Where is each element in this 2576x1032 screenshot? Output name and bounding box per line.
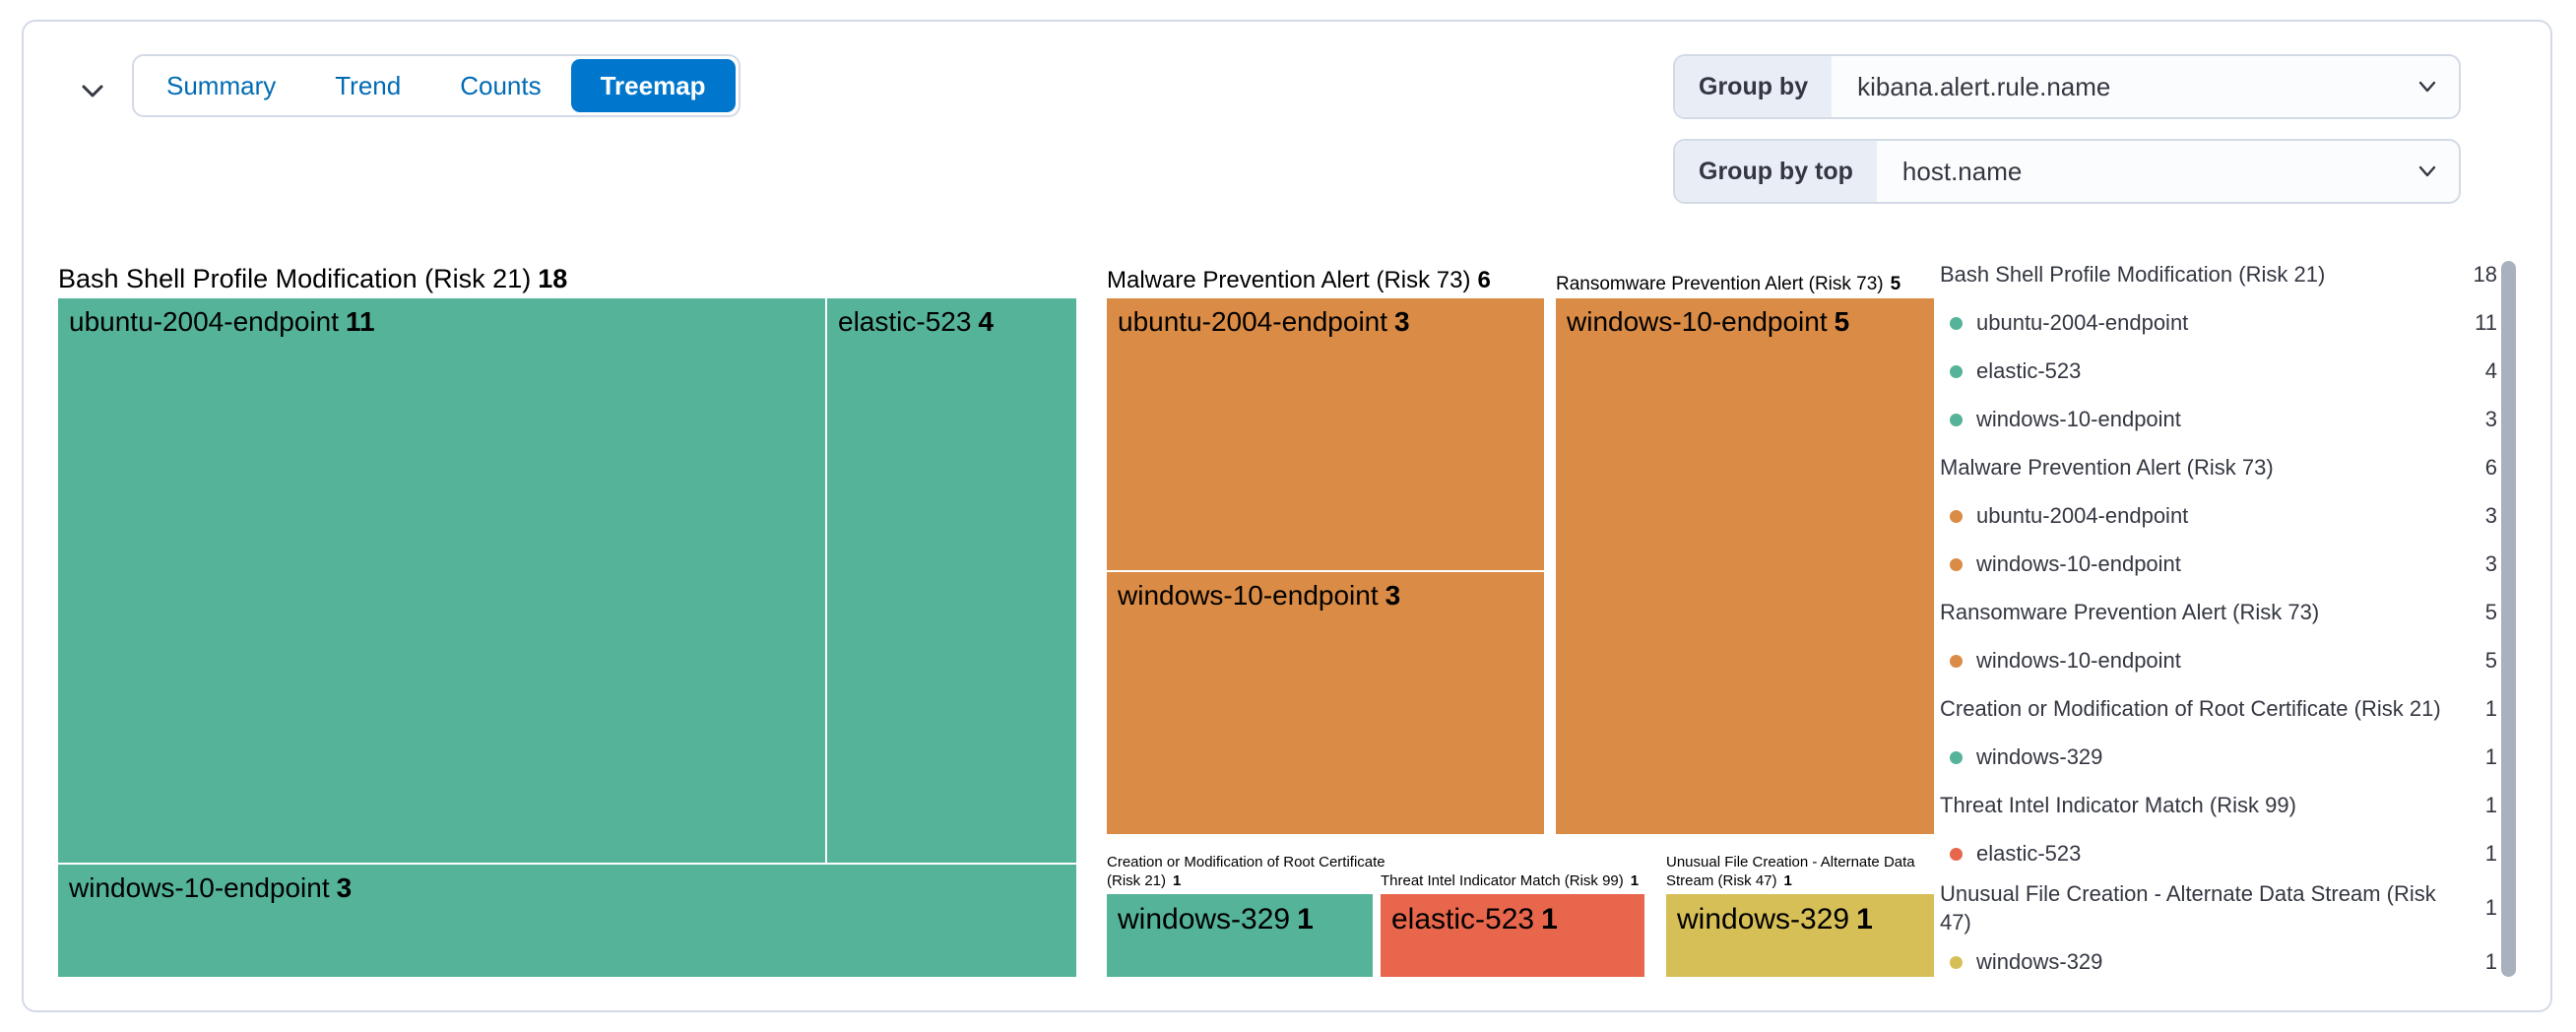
legend-item[interactable]: ubuntu-2004-endpoint 3 bbox=[1940, 492, 2497, 541]
treemap-group-label: Bash Shell Profile Modification (Risk 21… bbox=[58, 264, 568, 294]
legend-item-label: windows-10-endpoint bbox=[1976, 551, 2181, 577]
group-by-select[interactable]: Group by kibana.alert.rule.name bbox=[1673, 54, 2461, 119]
chevron-down-icon bbox=[74, 85, 111, 111]
group-by-top-select[interactable]: Group by top host.name bbox=[1673, 139, 2461, 204]
group-by-top-prepend-label: Group by top bbox=[1675, 141, 1877, 202]
treemap-group-label: Malware Prevention Alert (Risk 73) 6 bbox=[1107, 267, 1491, 294]
legend-item[interactable]: Threat Intel Indicator Match (Risk 99) 1 bbox=[1940, 782, 2497, 830]
legend-bullet-icon bbox=[1950, 751, 1963, 764]
legend-item-label: windows-10-endpoint bbox=[1976, 648, 2181, 674]
group-by-top-value: host.name bbox=[1901, 156, 2023, 186]
alerts-treemap: Bash Shell Profile Modification (Risk 21… bbox=[58, 258, 1934, 987]
legend-item-label: ubuntu-2004-endpoint bbox=[1976, 310, 2189, 336]
legend-bullet-icon bbox=[1950, 317, 1963, 330]
legend-item-label: Bash Shell Profile Modification (Risk 21… bbox=[1940, 262, 2326, 288]
legend-item-value: 1 bbox=[2484, 841, 2497, 867]
legend-item-value: 11 bbox=[2475, 310, 2497, 336]
alerts-panel: Summary Trend Counts Treemap Group by ki… bbox=[22, 20, 2552, 1012]
legend-item-label: windows-10-endpoint bbox=[1976, 407, 2181, 432]
legend-bullet-icon bbox=[1950, 365, 1963, 378]
chevron-down-icon bbox=[2396, 141, 2459, 202]
group-by-value: kibana.alert.rule.name bbox=[1857, 71, 2111, 101]
legend-item-label: Creation or Modification of Root Certifi… bbox=[1940, 696, 2441, 722]
legend-item-label: Ransomware Prevention Alert (Risk 73) bbox=[1940, 600, 2320, 625]
legend-item-value: 1 bbox=[2484, 793, 2497, 818]
legend-item[interactable]: elastic-523 4 bbox=[1940, 348, 2497, 396]
tab-counts[interactable]: Counts bbox=[430, 59, 570, 112]
legend-bullet-icon bbox=[1950, 655, 1963, 668]
legend-item-label: Threat Intel Indicator Match (Risk 99) bbox=[1940, 793, 2296, 818]
treemap-legend: Bash Shell Profile Modification (Risk 21… bbox=[1940, 251, 2497, 987]
collapse-panel-button[interactable] bbox=[71, 73, 114, 112]
group-by-controls: Group by kibana.alert.rule.name Group by… bbox=[1673, 54, 2461, 204]
legend-scrollbar-thumb[interactable] bbox=[2501, 261, 2516, 977]
legend-item-label: Malware Prevention Alert (Risk 73) bbox=[1940, 455, 2274, 481]
tab-treemap[interactable]: Treemap bbox=[570, 59, 736, 112]
legend-item-label: windows-329 bbox=[1976, 744, 2103, 770]
treemap-cell[interactable]: ubuntu-2004-endpoint 11 bbox=[58, 298, 825, 863]
legend-item-value: 3 bbox=[2484, 503, 2497, 529]
legend-item[interactable]: windows-10-endpoint 5 bbox=[1940, 637, 2497, 685]
legend-item[interactable]: Bash Shell Profile Modification (Risk 21… bbox=[1940, 251, 2497, 299]
legend-item[interactable]: Unusual File Creation - Alternate Data S… bbox=[1940, 878, 2497, 938]
chart-view-button-group: Summary Trend Counts Treemap bbox=[132, 54, 741, 117]
treemap-cell[interactable]: elastic-523 4 bbox=[827, 298, 1076, 863]
legend-item[interactable]: elastic-523 1 bbox=[1940, 830, 2497, 878]
treemap-cell[interactable]: windows-10-endpoint 3 bbox=[1107, 572, 1544, 834]
legend-bullet-icon bbox=[1950, 510, 1963, 523]
legend-item-label: windows-329 bbox=[1976, 949, 2103, 975]
legend-item-value: 6 bbox=[2484, 455, 2497, 481]
treemap-cell[interactable]: ubuntu-2004-endpoint 3 bbox=[1107, 298, 1544, 570]
legend-item-value: 1 bbox=[2484, 949, 2497, 975]
treemap-group-label: Threat Intel Indicator Match (Risk 99) 1 bbox=[1381, 871, 1640, 889]
legend-item-value: 4 bbox=[2484, 358, 2497, 384]
legend-item[interactable]: ubuntu-2004-endpoint 11 bbox=[1940, 299, 2497, 348]
legend-item[interactable]: windows-10-endpoint 3 bbox=[1940, 541, 2497, 589]
treemap-cell[interactable]: windows-10-endpoint 3 bbox=[58, 865, 1076, 977]
legend-bullet-icon bbox=[1950, 848, 1963, 861]
legend-item[interactable]: windows-329 1 bbox=[1940, 734, 2497, 782]
legend-item-value: 5 bbox=[2484, 648, 2497, 674]
legend-item-value: 1 bbox=[2484, 696, 2497, 722]
treemap-group-label: Ransomware Prevention Alert (Risk 73) 5 bbox=[1556, 273, 1901, 294]
tab-trend[interactable]: Trend bbox=[305, 59, 430, 112]
legend-item-label: elastic-523 bbox=[1976, 841, 2082, 867]
legend-bullet-icon bbox=[1950, 956, 1963, 970]
legend-item[interactable]: Creation or Modification of Root Certifi… bbox=[1940, 685, 2497, 734]
legend-item-value: 5 bbox=[2484, 600, 2497, 625]
legend-item[interactable]: windows-10-endpoint 3 bbox=[1940, 396, 2497, 444]
legend-bullet-icon bbox=[1950, 414, 1963, 426]
treemap-group-label: Unusual File Creation - Alternate Data S… bbox=[1666, 853, 1915, 889]
legend-item-label: Unusual File Creation - Alternate Data S… bbox=[1940, 881, 2436, 935]
legend-item-value: 1 bbox=[2484, 895, 2497, 921]
treemap-cell[interactable]: elastic-523 1 bbox=[1381, 894, 1644, 977]
legend-item-label: ubuntu-2004-endpoint bbox=[1976, 503, 2189, 529]
legend-item[interactable]: Malware Prevention Alert (Risk 73) 6 bbox=[1940, 444, 2497, 492]
treemap-cell[interactable]: windows-10-endpoint 5 bbox=[1556, 298, 1934, 834]
chevron-down-icon bbox=[2396, 56, 2459, 117]
legend-item[interactable]: windows-329 1 bbox=[1940, 938, 2497, 987]
legend-bullet-icon bbox=[1950, 558, 1963, 571]
treemap-group-label: Creation or Modification of Root Certifi… bbox=[1107, 853, 1385, 889]
legend-item-value: 18 bbox=[2473, 262, 2497, 288]
tab-summary[interactable]: Summary bbox=[137, 59, 305, 112]
legend-item-value: 3 bbox=[2484, 551, 2497, 577]
treemap-cell[interactable]: windows-329 1 bbox=[1107, 894, 1373, 977]
legend-item-label: elastic-523 bbox=[1976, 358, 2082, 384]
legend-item-value: 3 bbox=[2484, 407, 2497, 432]
group-by-prepend-label: Group by bbox=[1675, 56, 1833, 117]
legend-item-value: 1 bbox=[2484, 744, 2497, 770]
treemap-cell[interactable]: windows-329 1 bbox=[1666, 894, 1934, 977]
legend-item[interactable]: Ransomware Prevention Alert (Risk 73) 5 bbox=[1940, 589, 2497, 637]
